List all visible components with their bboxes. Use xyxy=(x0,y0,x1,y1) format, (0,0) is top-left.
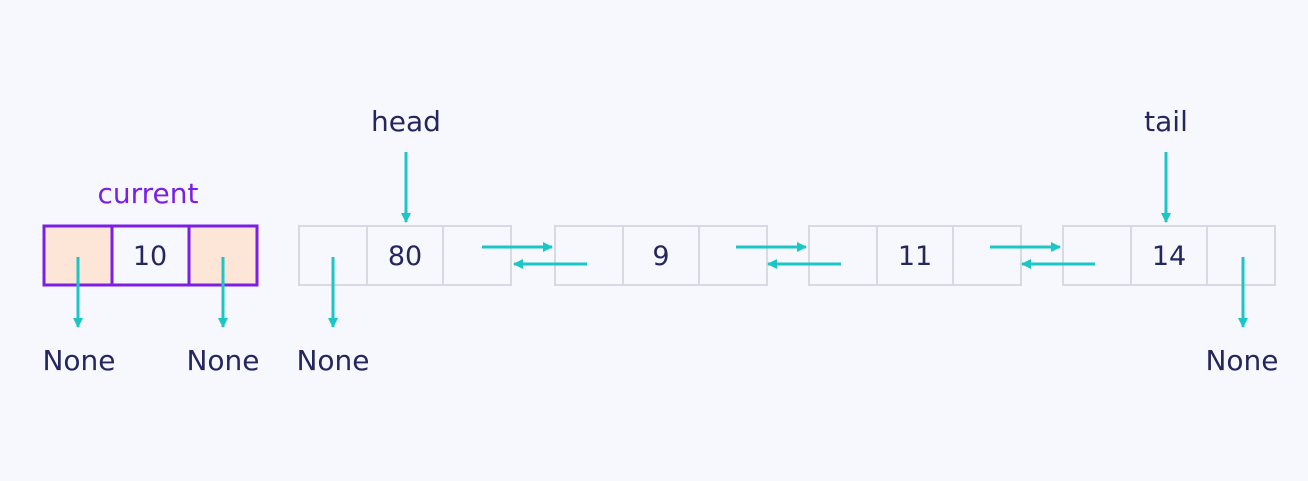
tail-next-none: None xyxy=(1205,344,1279,377)
current-prev-none: None xyxy=(42,344,116,377)
node-value-0: 80 xyxy=(387,241,423,272)
list-node-3 xyxy=(1062,225,1276,286)
current-next-none: None xyxy=(186,344,260,377)
node-value-2: 11 xyxy=(897,241,933,272)
node-value-1: 9 xyxy=(652,241,670,272)
head-prev-none: None xyxy=(296,344,370,377)
current-value: 10 xyxy=(132,241,168,272)
tail-label: tail xyxy=(1144,105,1188,138)
list-node-0 xyxy=(298,225,512,286)
current-label: current xyxy=(97,177,199,210)
list-node-1 xyxy=(554,225,768,286)
list-node-2 xyxy=(808,225,1022,286)
head-label: head xyxy=(371,105,441,138)
node-value-3: 14 xyxy=(1151,241,1187,272)
